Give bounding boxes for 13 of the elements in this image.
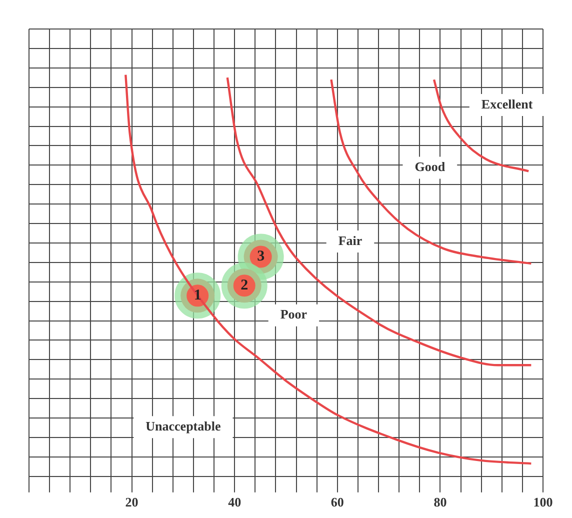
- series-label: 1: [194, 288, 202, 304]
- series-label: 2: [240, 278, 248, 294]
- x-tick-label: 80: [434, 494, 447, 510]
- series-label: 3: [257, 248, 265, 265]
- annotation: Fair: [338, 232, 362, 248]
- annotation: Unacceptable: [146, 418, 221, 434]
- annotation: Poor: [280, 306, 308, 322]
- x-tick-label: 20: [125, 494, 138, 510]
- annotation: Excellent: [481, 96, 534, 112]
- x-tick-label: 60: [330, 494, 344, 510]
- annotation: Good: [414, 159, 446, 174]
- x-tick-label: 100: [533, 494, 553, 510]
- x-tick-label: 40: [228, 494, 242, 510]
